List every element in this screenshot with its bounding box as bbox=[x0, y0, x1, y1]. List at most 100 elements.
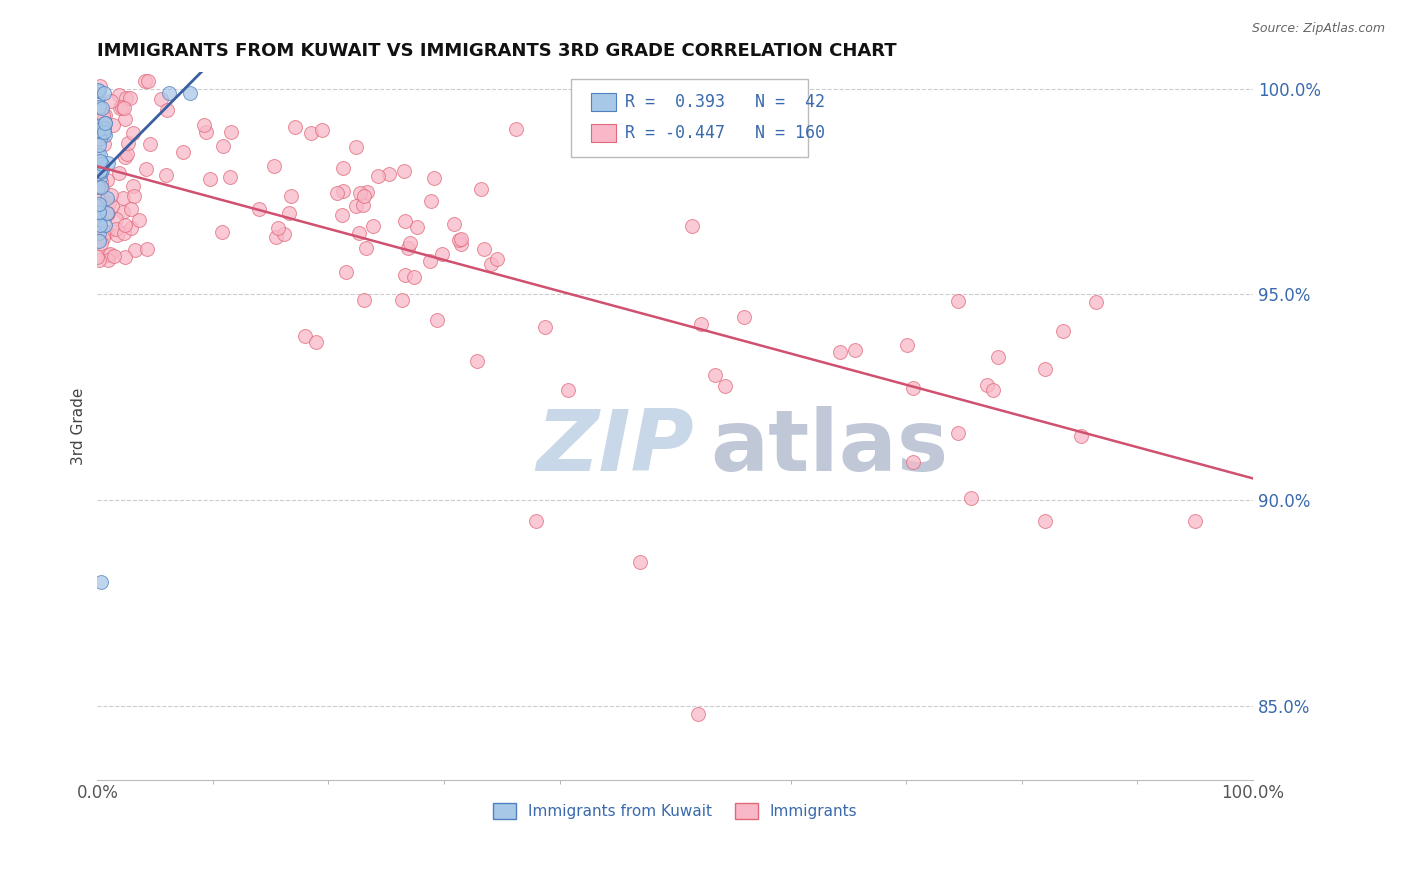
Point bbox=[479, 257, 502, 271]
Point bbox=[981, 383, 1004, 397]
Point bbox=[150, 92, 173, 106]
Point bbox=[94, 116, 117, 130]
Point bbox=[394, 214, 416, 228]
Point bbox=[690, 317, 713, 331]
Point bbox=[105, 228, 128, 243]
Point bbox=[486, 252, 509, 266]
Point bbox=[87, 122, 110, 136]
Point bbox=[87, 205, 110, 219]
Point bbox=[332, 161, 354, 176]
Point bbox=[394, 268, 416, 283]
Point bbox=[96, 206, 118, 220]
Point bbox=[96, 226, 118, 240]
Point bbox=[277, 206, 299, 220]
Point bbox=[449, 233, 471, 247]
Point bbox=[136, 74, 159, 88]
Point bbox=[87, 192, 110, 206]
Point bbox=[108, 102, 131, 116]
Point bbox=[353, 293, 375, 308]
Point bbox=[1085, 294, 1108, 309]
Point bbox=[91, 157, 114, 171]
Point bbox=[103, 249, 125, 263]
Point bbox=[330, 208, 353, 222]
Point bbox=[89, 171, 111, 186]
Point bbox=[93, 136, 115, 151]
Point bbox=[844, 343, 866, 358]
Point bbox=[352, 197, 374, 211]
Point bbox=[273, 227, 295, 242]
Legend: Immigrants from Kuwait, Immigrants: Immigrants from Kuwait, Immigrants bbox=[486, 797, 863, 825]
Point bbox=[976, 377, 998, 392]
Point bbox=[86, 199, 108, 213]
Point bbox=[114, 150, 136, 164]
Point bbox=[96, 173, 118, 187]
Point bbox=[179, 86, 201, 100]
Point bbox=[194, 125, 217, 139]
Point bbox=[114, 218, 136, 232]
Point bbox=[87, 197, 110, 211]
Point bbox=[426, 313, 449, 327]
Point bbox=[87, 84, 110, 98]
Point bbox=[90, 180, 112, 194]
Point bbox=[311, 123, 333, 137]
Point bbox=[134, 73, 156, 87]
Point bbox=[628, 555, 651, 569]
Point bbox=[284, 120, 307, 135]
Point bbox=[263, 160, 285, 174]
Point bbox=[93, 86, 115, 100]
Y-axis label: 3rd Grade: 3rd Grade bbox=[72, 387, 86, 465]
Point bbox=[87, 252, 110, 267]
Point bbox=[172, 145, 194, 160]
Point bbox=[97, 253, 120, 268]
Point bbox=[294, 328, 316, 343]
Point bbox=[87, 180, 110, 194]
Point bbox=[111, 100, 134, 114]
Point bbox=[526, 514, 548, 528]
Point bbox=[89, 206, 111, 220]
Point bbox=[122, 189, 145, 203]
Point bbox=[87, 226, 110, 240]
Point bbox=[901, 455, 924, 469]
Point bbox=[404, 270, 426, 285]
Point bbox=[419, 254, 441, 268]
Point bbox=[93, 120, 115, 135]
Point bbox=[97, 205, 120, 219]
Point bbox=[219, 125, 242, 139]
Point bbox=[1033, 362, 1056, 376]
Point bbox=[90, 164, 112, 178]
Text: atlas: atlas bbox=[710, 406, 948, 489]
Point bbox=[93, 225, 115, 239]
Point bbox=[349, 186, 371, 201]
Point bbox=[347, 226, 370, 240]
Point bbox=[193, 118, 215, 132]
Point bbox=[353, 189, 375, 203]
Point bbox=[830, 344, 852, 359]
Point bbox=[267, 220, 290, 235]
Point bbox=[91, 108, 114, 122]
Point bbox=[406, 220, 429, 235]
Bar bbox=[591, 93, 616, 112]
Point bbox=[89, 138, 111, 153]
Point bbox=[115, 91, 138, 105]
Point bbox=[86, 83, 108, 97]
Point bbox=[89, 132, 111, 146]
Point bbox=[423, 170, 446, 185]
Point bbox=[86, 250, 108, 264]
Point bbox=[533, 320, 555, 334]
Point bbox=[104, 211, 127, 226]
Point bbox=[120, 220, 142, 235]
Point bbox=[114, 251, 136, 265]
Point bbox=[87, 234, 110, 248]
Point bbox=[299, 126, 322, 140]
Point bbox=[122, 179, 145, 194]
Point bbox=[112, 226, 135, 240]
Point bbox=[94, 108, 117, 122]
Point bbox=[156, 103, 179, 117]
Point bbox=[89, 78, 111, 93]
Point bbox=[377, 167, 399, 181]
Point bbox=[344, 199, 367, 213]
Point bbox=[946, 425, 969, 440]
Point bbox=[105, 222, 128, 236]
Point bbox=[391, 293, 413, 307]
Point bbox=[108, 166, 131, 180]
